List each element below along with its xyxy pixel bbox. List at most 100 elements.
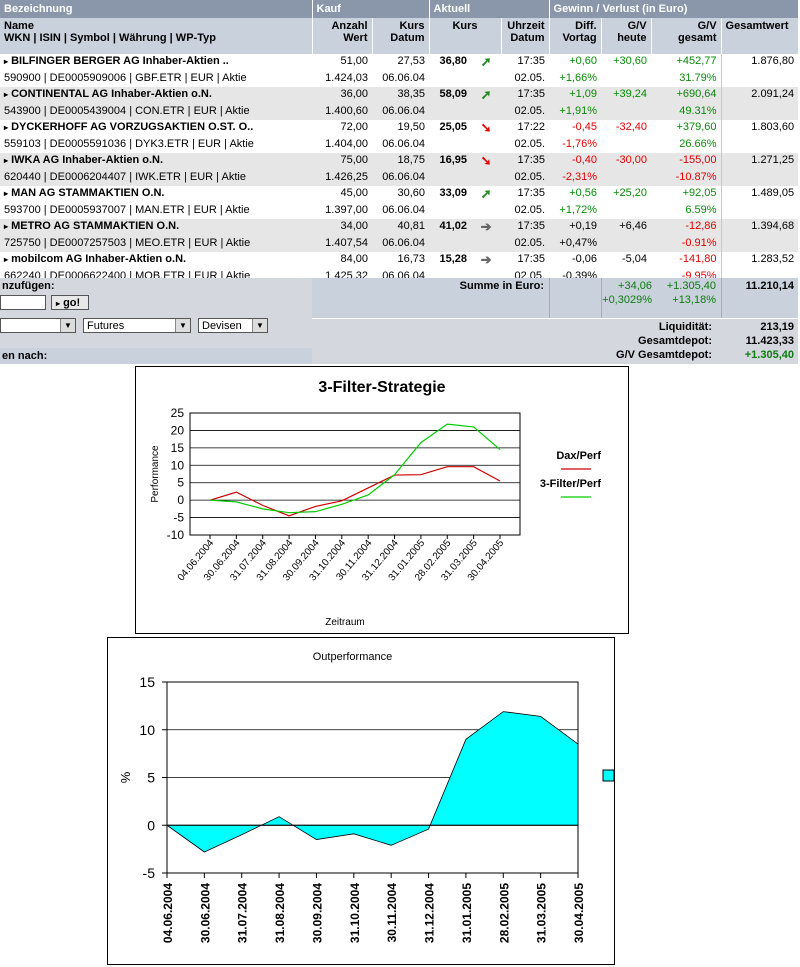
legend-entry: Dax/Perf: [556, 450, 601, 462]
chevron-down-icon: ▼: [252, 319, 267, 332]
kaufdatum: 06.06.04: [372, 137, 429, 153]
anzahl: 45,00: [312, 186, 372, 203]
x-tick-label: 31.10.2004: [348, 883, 362, 943]
position-ids: 620440 | DE0006204407 | IWK.ETR | EUR | …: [0, 170, 312, 186]
position-name[interactable]: ▸ mobilcom AG Inhaber-Aktien o.N.: [0, 252, 312, 269]
col-diff[interactable]: Diff.Vortag: [549, 18, 601, 54]
header-gewinn: Gewinn / Verlust (in Euro): [549, 0, 798, 18]
summary-gv-heute-pct: +0,3029%: [602, 294, 652, 306]
kaufdatum: 06.06.04: [372, 104, 429, 120]
position-name[interactable]: ▸ METRO AG STAMMAKTIEN O.N.: [0, 219, 312, 236]
gv-gesamtdepot-value: +1.305,40: [745, 349, 794, 361]
kaufwert: 1.404,00: [312, 137, 372, 153]
table-row-detail: 620440 | DE0006204407 | IWK.ETR | EUR | …: [0, 170, 798, 186]
add-position-panel: nzufügen: ▸ go! ▼ Futures▼ Devisen▼ en n…: [0, 278, 312, 364]
col-gesamtwert[interactable]: Gesamtwert: [721, 18, 798, 54]
table-row[interactable]: ▸ CONTINENTAL AG Inhaber-Aktien o.N.36,0…: [0, 87, 798, 104]
diff-vortag: -0,45: [549, 120, 601, 137]
plot-area: [190, 413, 520, 535]
x-tick-label: 30.06.2004: [198, 883, 212, 943]
gv-gesamt: +379,60: [651, 120, 721, 137]
select-futures[interactable]: Futures▼: [83, 318, 191, 333]
gv-heute: +25,20: [601, 186, 651, 203]
datum: 02.05.: [501, 203, 549, 219]
depot-table: Bezeichnung Kauf Aktuell Gewinn / Verlus…: [0, 0, 799, 285]
liquiditaet-label: Liquidität:: [659, 321, 712, 333]
gv-gesamtdepot-label: G/V Gesamtdepot:: [616, 349, 712, 361]
go-button[interactable]: ▸ go!: [51, 295, 89, 310]
kaufkurs: 40,81: [372, 219, 429, 236]
gesamtdepot-value: 11.423,33: [746, 335, 794, 347]
legend-swatch: [603, 770, 614, 781]
gv-heute: +6,46: [601, 219, 651, 236]
kurs: 25,05: [429, 120, 471, 137]
datum: 02.05.: [501, 170, 549, 186]
uhrzeit: 17:35: [501, 186, 549, 203]
chevron-down-icon: ▼: [60, 319, 75, 332]
kaufkurs: 27,53: [372, 54, 429, 71]
kurs: 33,09: [429, 186, 471, 203]
gv-gesamt-pct: -0.91%: [651, 236, 721, 252]
y-tick-label: 5: [147, 770, 155, 786]
trend-down-icon: ➘: [479, 153, 493, 168]
uhrzeit: 17:22: [501, 120, 549, 137]
trend-up-icon: ➚: [479, 54, 493, 69]
kaufdatum: 06.06.04: [372, 71, 429, 87]
diff-vortag: +0,19: [549, 219, 601, 236]
kaufwert: 1.426,25: [312, 170, 372, 186]
add-label: nzufügen:: [2, 280, 55, 292]
position-ids: 590900 | DE0005909006 | GBF.ETR | EUR | …: [0, 71, 312, 87]
line-chart: 3-Filter-Strategie2520151050-5-1004.06.2…: [136, 367, 628, 633]
select-type[interactable]: ▼: [0, 318, 76, 333]
gv-gesamt-pct: 49.31%: [651, 104, 721, 120]
kurs: 16,95: [429, 153, 471, 170]
gesamtwert: 1.271,25: [721, 153, 798, 170]
gv-heute: +30,60: [601, 54, 651, 71]
y-axis-label: %: [118, 771, 133, 783]
position-name[interactable]: ▸ BILFINGER BERGER AG Inhaber-Aktien ..: [0, 54, 312, 71]
legend-entry: 3-Filter/Perf: [540, 478, 601, 490]
kaufkurs: 38,35: [372, 87, 429, 104]
uhrzeit: 17:35: [501, 153, 549, 170]
gesamtwert: 1.803,60: [721, 120, 798, 137]
kaufwert: 1.424,03: [312, 71, 372, 87]
diff-vortag-pct: -2,31%: [549, 170, 601, 186]
trend-up-icon: ➚: [479, 87, 493, 102]
uhrzeit: 17:35: [501, 87, 549, 104]
table-row[interactable]: ▸ BILFINGER BERGER AG Inhaber-Aktien ..5…: [0, 54, 798, 71]
summary-total: 11.210,14: [746, 280, 794, 292]
y-axis-label: Performance: [150, 445, 161, 503]
table-row[interactable]: ▸ DYCKERHOFF AG VORZUGSAKTIEN O.ST. O..7…: [0, 120, 798, 137]
position-name[interactable]: ▸ CONTINENTAL AG Inhaber-Aktien o.N.: [0, 87, 312, 104]
y-tick-label: 15: [139, 674, 155, 690]
add-input[interactable]: [0, 295, 46, 310]
y-tick-label: -5: [143, 865, 156, 881]
y-tick-label: 20: [171, 423, 185, 437]
position-name[interactable]: ▸ IWKA AG Inhaber-Aktien o.N.: [0, 153, 312, 170]
kaufkurs: 18,75: [372, 153, 429, 170]
col-kurs[interactable]: Kurs: [429, 18, 501, 54]
position-name[interactable]: ▸ MAN AG STAMMAKTIEN O.N.: [0, 186, 312, 203]
gesamtwert: 1.283,52: [721, 252, 798, 269]
select-devisen[interactable]: Devisen▼: [198, 318, 268, 333]
kaufkurs: 19,50: [372, 120, 429, 137]
trend-up-icon: ➚: [479, 186, 493, 201]
summary-gv-heute: +34,06: [618, 280, 652, 292]
position-name[interactable]: ▸ DYCKERHOFF AG VORZUGSAKTIEN O.ST. O..: [0, 120, 312, 137]
diff-vortag-pct: +1,91%: [549, 104, 601, 120]
diff-vortag: +0,60: [549, 54, 601, 71]
gesamtwert: 1.876,80: [721, 54, 798, 71]
y-tick-label: 5: [177, 476, 184, 490]
x-tick-label: 31.01.2005: [460, 883, 474, 943]
gv-gesamt: +92,05: [651, 186, 721, 203]
